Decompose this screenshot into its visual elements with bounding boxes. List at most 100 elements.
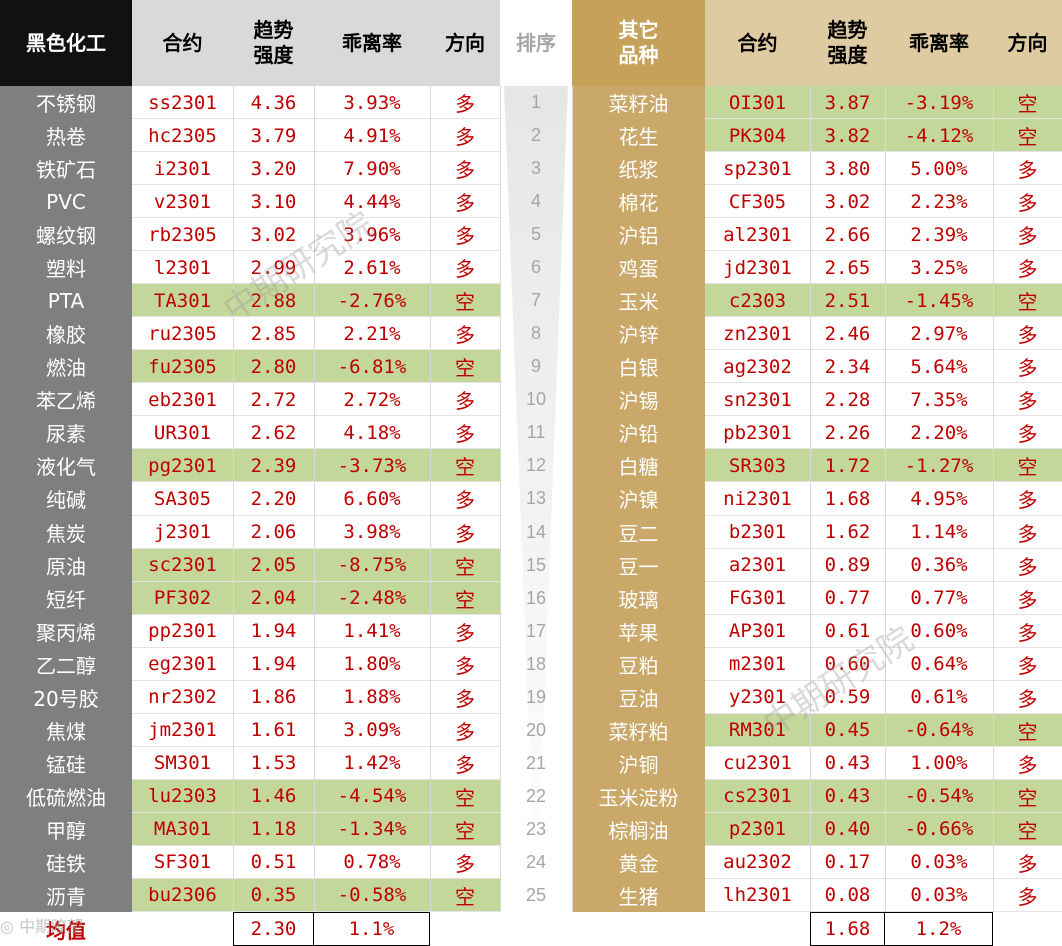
left-row-deviation-text: -1.34% bbox=[337, 818, 407, 841]
left-row-deviation: 6.60% bbox=[314, 482, 430, 515]
left-row-name: 焦炭 bbox=[0, 515, 132, 549]
rank-cell-text: 7 bbox=[530, 290, 541, 311]
left-row-deviation-text: 3.98% bbox=[343, 521, 401, 544]
rank-cell: 19 bbox=[500, 681, 572, 714]
right-row-direction-text: 多 bbox=[1017, 158, 1038, 183]
rank-cell: 8 bbox=[500, 317, 572, 350]
left-row-contract-text: TA301 bbox=[153, 289, 212, 312]
right-row-contract: CF305 bbox=[705, 185, 810, 218]
row-separator bbox=[705, 118, 1062, 119]
right-row-direction: 多 bbox=[993, 317, 1062, 350]
right-row-strength: 0.40 bbox=[810, 812, 885, 846]
right-row-name: 玉米 bbox=[572, 284, 705, 318]
right-row-deviation: -1.27% bbox=[885, 449, 993, 483]
right-row-contract: y2301 bbox=[705, 681, 810, 714]
right-row-contract-text: cu2301 bbox=[723, 752, 792, 775]
header-right-strength-line2: 强度 bbox=[827, 43, 868, 67]
right-row-name-text: 沪铜 bbox=[618, 752, 659, 777]
header-left-title: 黑色化工 bbox=[0, 0, 132, 86]
right-row-contract: c2303 bbox=[705, 284, 810, 318]
left-row-contract-text: hc2305 bbox=[148, 124, 217, 147]
rank-cell-text: 16 bbox=[525, 587, 547, 608]
left-row-strength-text: 1.46 bbox=[250, 785, 297, 808]
left-row-contract: j2301 bbox=[132, 516, 233, 549]
row-separator bbox=[132, 184, 500, 185]
left-row-direction: 多 bbox=[430, 383, 500, 416]
right-row-contract-text: b2301 bbox=[728, 521, 787, 544]
rank-cell-text: 6 bbox=[530, 257, 541, 278]
rank-cell-text: 2 bbox=[530, 125, 541, 146]
left-row-strength-text: 2.88 bbox=[250, 289, 297, 312]
right-row-contract: AP301 bbox=[705, 615, 810, 648]
left-row-deviation: 1.42% bbox=[314, 747, 430, 780]
left-row-deviation-text: -2.48% bbox=[337, 587, 407, 610]
right-row-contract: al2301 bbox=[705, 218, 810, 251]
left-row-deviation-text: 1.88% bbox=[343, 686, 401, 709]
right-row-name-text: 沪铝 bbox=[618, 224, 659, 249]
right-row-deviation: 7.35% bbox=[885, 383, 993, 416]
row-separator bbox=[705, 481, 1062, 482]
header-left-strength-line1: 趋势 bbox=[253, 18, 294, 42]
right-row-deviation: 0.64% bbox=[885, 648, 993, 681]
right-row-direction-text: 多 bbox=[1017, 224, 1038, 249]
right-row-direction: 空 bbox=[993, 812, 1062, 846]
left-row-deviation: 2.61% bbox=[314, 251, 430, 284]
logo-text: 中期瞭望 bbox=[19, 917, 84, 936]
left-row-strength: 2.62 bbox=[233, 416, 314, 449]
right-row-strength: 3.82 bbox=[810, 119, 885, 153]
right-row-name-text: 玻璃 bbox=[618, 587, 659, 612]
rank-cell: 1 bbox=[500, 86, 572, 119]
left-row-strength: 0.51 bbox=[233, 846, 314, 879]
row-separator bbox=[132, 448, 500, 449]
right-row-deviation-text: 4.95% bbox=[910, 487, 968, 510]
left-row-direction: 多 bbox=[430, 119, 500, 152]
left-row-name-text: 沥青 bbox=[46, 884, 86, 909]
row-separator bbox=[705, 283, 1062, 284]
left-row-deviation-text: 3.93% bbox=[343, 91, 401, 114]
header-rank: 排序 bbox=[500, 0, 572, 86]
right-row-direction: 多 bbox=[993, 681, 1062, 714]
left-row-name: 锰硅 bbox=[0, 746, 132, 780]
right-row-name-text: 玉米 bbox=[618, 290, 659, 315]
left-row-name-text: 塑料 bbox=[46, 257, 86, 282]
right-row-direction-text: 多 bbox=[1017, 686, 1038, 711]
right-row-deviation: 0.03% bbox=[885, 879, 993, 912]
right-row-direction: 多 bbox=[993, 846, 1062, 879]
right-row-contract-text: c2303 bbox=[728, 289, 787, 312]
right-row-deviation: 0.61% bbox=[885, 681, 993, 714]
left-row-name: 聚丙烯 bbox=[0, 614, 132, 648]
right-row-name: 玻璃 bbox=[572, 581, 705, 615]
right-row-name: 花生 bbox=[572, 119, 705, 153]
right-row-name-text: 白银 bbox=[618, 356, 659, 381]
right-row-strength-text: 2.66 bbox=[824, 223, 871, 246]
right-row-deviation-text: 0.77% bbox=[910, 587, 968, 610]
right-row-direction: 多 bbox=[993, 218, 1062, 251]
right-row-deviation-text: -0.66% bbox=[904, 818, 974, 841]
right-row-direction: 多 bbox=[993, 582, 1062, 615]
header-left-direction: 方向 bbox=[430, 0, 500, 86]
rank-cell-text: 13 bbox=[525, 488, 547, 509]
left-row-contract-text: jm2301 bbox=[148, 719, 217, 742]
rank-cell: 16 bbox=[500, 582, 572, 615]
right-row-direction-text: 多 bbox=[1017, 851, 1038, 876]
left-row-name-text: 橡胶 bbox=[46, 323, 86, 348]
left-row-name-text: 低硫燃油 bbox=[26, 785, 106, 810]
left-row-direction: 多 bbox=[430, 516, 500, 549]
right-row-direction: 多 bbox=[993, 383, 1062, 416]
row-separator bbox=[705, 382, 1062, 383]
right-row-deviation: -1.45% bbox=[885, 284, 993, 318]
right-row-deviation-text: 0.64% bbox=[910, 653, 968, 676]
left-row-strength-text: 2.20 bbox=[250, 487, 297, 510]
left-row-name-text: 焦炭 bbox=[46, 521, 86, 546]
row-separator bbox=[132, 614, 500, 615]
left-row-contract-text: v2301 bbox=[153, 190, 212, 213]
right-row-deviation: -0.54% bbox=[885, 779, 993, 813]
header-right-direction: 方向 bbox=[993, 0, 1062, 86]
left-row-direction: 多 bbox=[430, 416, 500, 449]
header-right-contract: 合约 bbox=[705, 0, 810, 86]
right-row-name-text: 棉花 bbox=[618, 191, 659, 216]
right-row-contract-text: pb2301 bbox=[723, 421, 792, 444]
right-row-strength: 0.43 bbox=[810, 747, 885, 780]
left-row-contract-text: rb2305 bbox=[148, 223, 217, 246]
left-row-name-text: 苯乙烯 bbox=[36, 389, 96, 414]
